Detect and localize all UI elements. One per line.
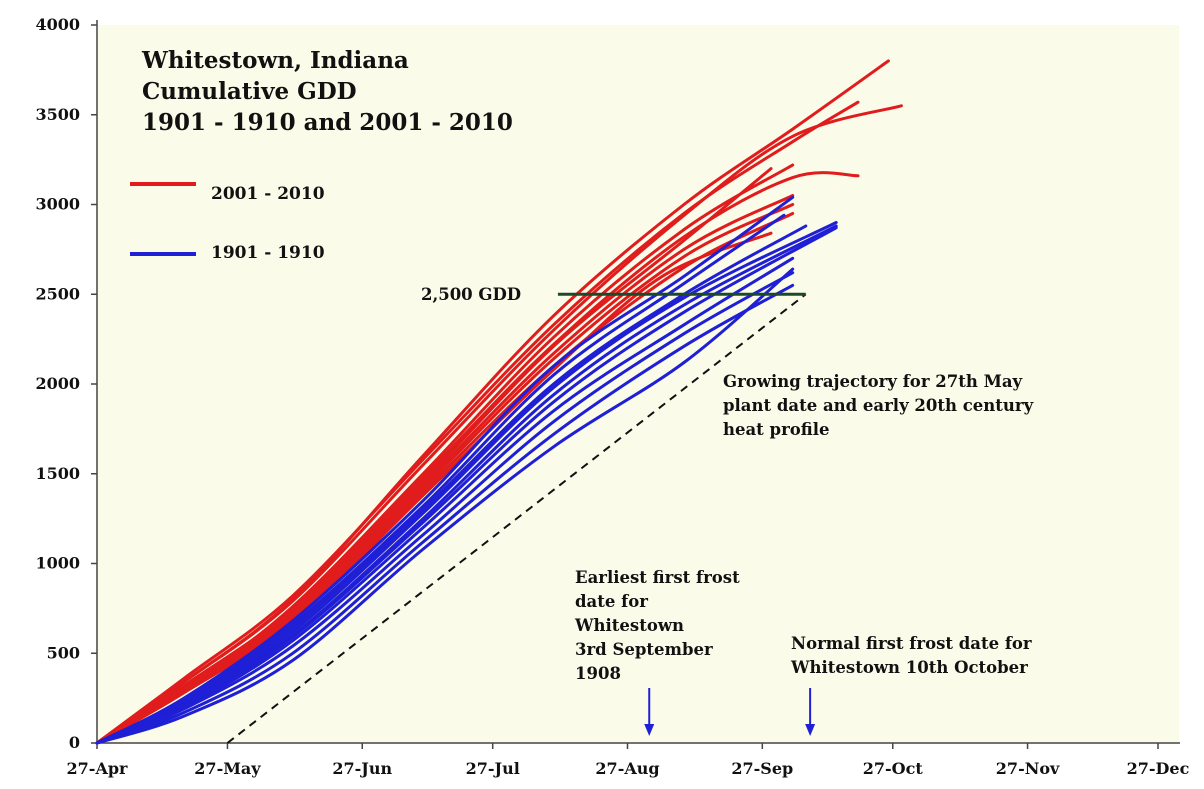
- tick-labels: 0 500 1000 1500 2000 2500 3000 3500 4000 27-Apr 27…: [35, 15, 1189, 778]
- earliest-frost-line-5: 1908: [575, 664, 621, 683]
- earliest-frost-line-1: Earliest first frost: [575, 568, 740, 587]
- threshold-label: 2,500 GDD: [421, 285, 521, 304]
- series-line-1901-1910-8: [95, 271, 795, 745]
- title-line-1: Whitestown, Indiana: [141, 47, 409, 74]
- trajectory-note-line-2: plant date and early 20th century: [723, 396, 1034, 415]
- title-line-3: 1901 - 1910 and 2001 - 2010: [142, 109, 513, 136]
- y-tick-label: 3000: [35, 195, 80, 214]
- title-line-2: Cumulative GDD: [142, 78, 357, 105]
- chart-title: Whitestown, Indiana Cumulative GDD 1901 …: [141, 47, 513, 136]
- series-line-2001-2010-2: [95, 100, 860, 745]
- series-line-1901-1910-7: [95, 256, 795, 745]
- legend-label-2001-2010: 2001 - 2010: [211, 184, 325, 204]
- x-tick-label: 27-Nov: [996, 759, 1060, 778]
- series-line-1901-1910-5: [95, 224, 838, 745]
- series-line-2001-2010-3: [95, 104, 903, 745]
- normal-frost-annotation: Normal first frost date for Whitestown 1…: [790, 634, 1032, 677]
- x-tick-label: 27-Jun: [332, 759, 392, 778]
- series-line-1901-1910-9: [95, 283, 795, 745]
- trajectory-layer: [226, 293, 807, 744]
- x-tick-label: 27-Sep: [731, 759, 793, 778]
- series-line-2001-2010-10: [95, 231, 773, 745]
- series-line-1901-1910-2: [95, 213, 786, 745]
- series-line-2001-2010-9: [95, 212, 795, 745]
- x-tick-label: 27-May: [194, 759, 261, 778]
- earliest-frost-line-3: Whitestown: [574, 616, 684, 635]
- x-tick-label: 27-Dec: [1127, 759, 1190, 778]
- frost-arrow-head-2: [805, 724, 816, 736]
- x-tick-label: 27-Aug: [595, 759, 659, 778]
- y-tick-label: 500: [47, 643, 80, 662]
- series-line-1901-1910-10: [95, 267, 795, 745]
- series-line-1901-1910-6: [95, 226, 838, 745]
- trajectory-annotation: Growing trajectory for 27th May plant da…: [723, 372, 1034, 439]
- y-tick-label: 2000: [35, 374, 80, 393]
- normal-frost-line-1: Normal first frost date for: [791, 634, 1032, 653]
- y-tick-label: 2500: [35, 284, 80, 303]
- trajectory-note-line-3: heat profile: [723, 420, 830, 439]
- x-tick-label: 27-Apr: [67, 759, 129, 778]
- earliest-frost-annotation: Earliest first frost date for Whitestown…: [574, 568, 740, 683]
- x-tick-label: 27-Oct: [863, 759, 924, 778]
- y-tick-label: 3500: [35, 105, 80, 124]
- normal-frost-line-2: Whitestown 10th October: [790, 658, 1028, 677]
- trajectory-note-line-1: Growing trajectory for 27th May: [723, 372, 1023, 391]
- y-tick-label: 1500: [35, 464, 80, 483]
- earliest-frost-line-2: date for: [575, 592, 648, 611]
- y-tick-label: 4000: [35, 15, 80, 34]
- earliest-frost-line-4: 3rd September: [575, 640, 713, 659]
- legend-label-1901-1910: 1901 - 1910: [211, 243, 325, 263]
- series-line-1901-1910-1: [95, 195, 795, 745]
- axes: [96, 20, 1180, 744]
- y-tick-label: 0: [69, 733, 80, 752]
- frost-arrows: [644, 688, 816, 736]
- legend: 2001 - 2010 1901 - 1910: [130, 182, 325, 263]
- x-tick-label: 27-Jul: [466, 759, 520, 778]
- y-tick-label: 1000: [35, 554, 80, 573]
- trajectory-dashed-line: [226, 293, 807, 744]
- series-line-2001-2010-5: [95, 171, 860, 745]
- frost-arrow-head-1: [644, 724, 655, 736]
